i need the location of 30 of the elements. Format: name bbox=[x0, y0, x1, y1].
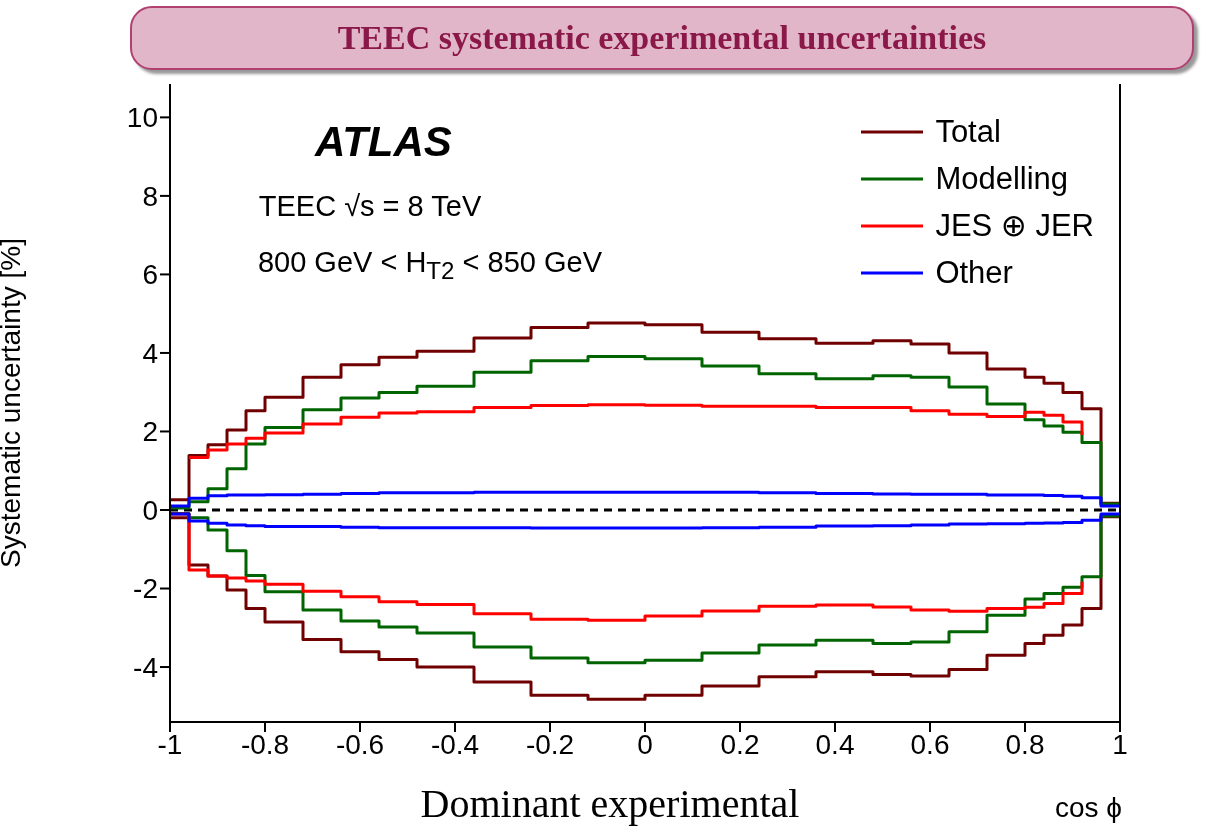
chart-title: TEEC systematic experimental uncertainties bbox=[130, 6, 1194, 70]
x-tick-label: 0.2 bbox=[720, 728, 760, 760]
legend-label: Total bbox=[935, 113, 1001, 151]
annotation: 800 GeV < H$_{T2}$ < 850 GeV bbox=[256, 246, 604, 285]
y-tick-label: 6 bbox=[142, 259, 158, 291]
x-tick-label: 0.6 bbox=[910, 728, 950, 760]
annotation: ATLAS bbox=[315, 118, 452, 166]
x-tick-label: -0.4 bbox=[430, 728, 480, 760]
x-tick-label: -0.6 bbox=[335, 728, 385, 760]
annotation: TEEC √s = 8 TeV bbox=[257, 190, 483, 223]
x-tick-label: 0.8 bbox=[1005, 728, 1045, 760]
legend-label: Other bbox=[935, 254, 1013, 292]
y-tick-label: -2 bbox=[133, 573, 158, 605]
x-tick-label: 1 bbox=[1112, 728, 1128, 760]
legend-label: Modelling bbox=[935, 160, 1069, 198]
y-tick-label: 0 bbox=[142, 494, 158, 526]
x-tick-label: -0.8 bbox=[240, 728, 290, 760]
text: Dominant experimental bbox=[419, 780, 801, 827]
x-tick-label: 0 bbox=[637, 728, 653, 760]
legend-label: JES ⊕ JER bbox=[935, 207, 1094, 245]
x-tick-label: 0.4 bbox=[815, 728, 855, 760]
x-tick-label: -0.2 bbox=[525, 728, 575, 760]
y-tick-label: -4 bbox=[133, 651, 158, 683]
x-axis-title: cos ϕ bbox=[1054, 792, 1122, 824]
x-tick-label: -1 bbox=[157, 728, 183, 760]
y-tick-label: 8 bbox=[142, 180, 158, 212]
y-tick-label: 10 bbox=[126, 102, 158, 134]
y-axis-title: Systematic uncertainty [%] bbox=[0, 238, 26, 568]
y-tick-label: 4 bbox=[142, 337, 158, 369]
y-tick-label: 2 bbox=[142, 416, 158, 448]
